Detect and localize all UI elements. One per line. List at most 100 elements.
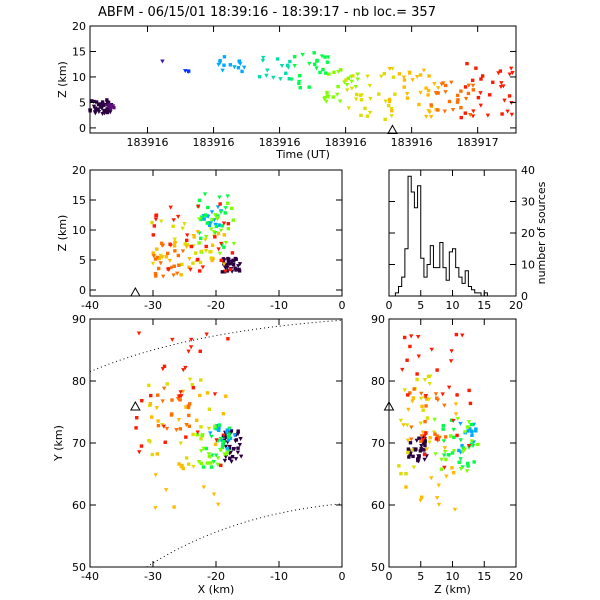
x-y-source-point (195, 430, 200, 435)
time-height-xlabel: Time (UT) (275, 148, 330, 161)
x-y-source-point (189, 337, 194, 342)
time-height-source-point (463, 96, 469, 101)
time-height-source-point (463, 85, 468, 89)
z-y-source-point (451, 470, 456, 475)
x-y-source-point (199, 425, 203, 429)
x-y-source-point (191, 386, 196, 390)
x-z-source-point (228, 262, 232, 266)
x-y-source-point (136, 331, 142, 336)
altitude-histogram-xtick-label: 20 (509, 299, 523, 312)
z-y-source-point (441, 423, 445, 428)
z-y-source-point (401, 423, 406, 428)
z-y-source-point (436, 483, 441, 488)
x-z-source-point (171, 273, 176, 278)
z-y-source-point (415, 377, 419, 382)
z-y-source-point (463, 430, 468, 435)
z-y-xtick-label: 15 (477, 570, 491, 583)
x-y-source-point (227, 446, 232, 450)
x-z-source-point (188, 267, 193, 272)
x-y-source-point (206, 452, 211, 457)
z-y-source-point (427, 440, 432, 445)
x-y-source-point (170, 337, 175, 342)
x-z-source-point (180, 226, 185, 231)
x-z-source-point (180, 249, 186, 254)
time-height-source-point (241, 65, 247, 70)
x-y-source-point (229, 429, 234, 433)
x-y-ylabel: Y (km) (52, 425, 65, 462)
z-y-source-point (452, 507, 458, 512)
x-z-source-point (217, 223, 222, 227)
z-y-source-point (450, 466, 454, 470)
time-height-source-point (436, 108, 440, 112)
x-y-source-point (220, 445, 225, 450)
x-y-source-point (215, 438, 220, 443)
z-y-source-point (444, 474, 449, 479)
x-y-source-point (211, 460, 216, 465)
time-height-source-point (323, 95, 327, 100)
z-y-source-point (434, 496, 440, 501)
time-height-source-point (387, 67, 393, 72)
x-y-source-point (134, 426, 138, 430)
x-y-source-point (209, 465, 214, 469)
z-y-source-point (470, 430, 475, 435)
x-y-source-point (199, 437, 203, 441)
z-y-source-point (469, 422, 473, 427)
z-y-source-point (424, 431, 428, 435)
x-z-source-point (226, 256, 230, 261)
x-y-source-point (187, 413, 191, 418)
z-y-source-point (418, 421, 423, 426)
time-height-source-point (509, 66, 514, 71)
time-height-source-point (456, 98, 460, 102)
time-height-source-point (105, 104, 111, 109)
z-y-source-point (466, 444, 472, 449)
altitude-histogram-xtick-label: 0 (386, 299, 393, 312)
z-y-source-point (469, 439, 474, 444)
z-y-source-point (458, 466, 464, 471)
x-y-source-point (210, 453, 215, 458)
x-y-source-point (175, 397, 181, 402)
z-y-xlabel: Z (km) (434, 583, 471, 596)
x-y-source-point (178, 394, 182, 398)
z-y-source-point (419, 439, 423, 444)
time-height-source-point (312, 51, 316, 55)
x-z-source-point (158, 261, 163, 266)
time-height-source-point (455, 100, 460, 104)
x-z-ytick-label: 0 (79, 284, 86, 297)
time-height-source-point (441, 81, 446, 86)
x-y-source-point (212, 392, 218, 397)
z-y-source-point (474, 429, 478, 433)
x-z-source-point (172, 264, 176, 268)
x-z-source-point (172, 237, 177, 242)
x-y-source-point (149, 393, 153, 398)
z-y-source-point (426, 374, 431, 379)
x-z-source-point (230, 251, 235, 255)
time-height-source-point (377, 92, 381, 96)
x-z-source-point (167, 258, 173, 263)
time-height-source-point (429, 103, 433, 107)
time-height-source-point (285, 63, 290, 68)
z-y-source-point (442, 465, 447, 470)
z-y-source-point (460, 333, 465, 338)
time-height-source-point (325, 94, 330, 98)
time-height-source-point (498, 69, 503, 73)
time-height-source-point (284, 71, 288, 76)
time-height-source-point (421, 68, 427, 73)
z-y-source-point (419, 447, 425, 452)
x-z-source-point (195, 204, 201, 209)
x-z-source-point (220, 224, 225, 228)
time-height-source-point (455, 93, 460, 98)
x-z-source-point (153, 217, 159, 222)
time-height-source-point (324, 71, 328, 75)
z-y-source-point (398, 418, 404, 423)
time-height-source-point (470, 114, 476, 119)
z-y-source-point (470, 443, 476, 448)
z-y-source-point (418, 396, 424, 401)
z-y-source-point (453, 402, 459, 407)
z-y-source-point (449, 349, 454, 354)
time-height-source-point (358, 93, 363, 97)
x-y-xtick-label: -30 (144, 570, 162, 583)
panels-layer: 183916 183916 183916 183916 183916 183917 0 5 10… (52, 20, 548, 596)
time-height-source-point (480, 74, 485, 78)
time-height-source-point (321, 67, 325, 72)
time-height-source-point (278, 77, 283, 82)
